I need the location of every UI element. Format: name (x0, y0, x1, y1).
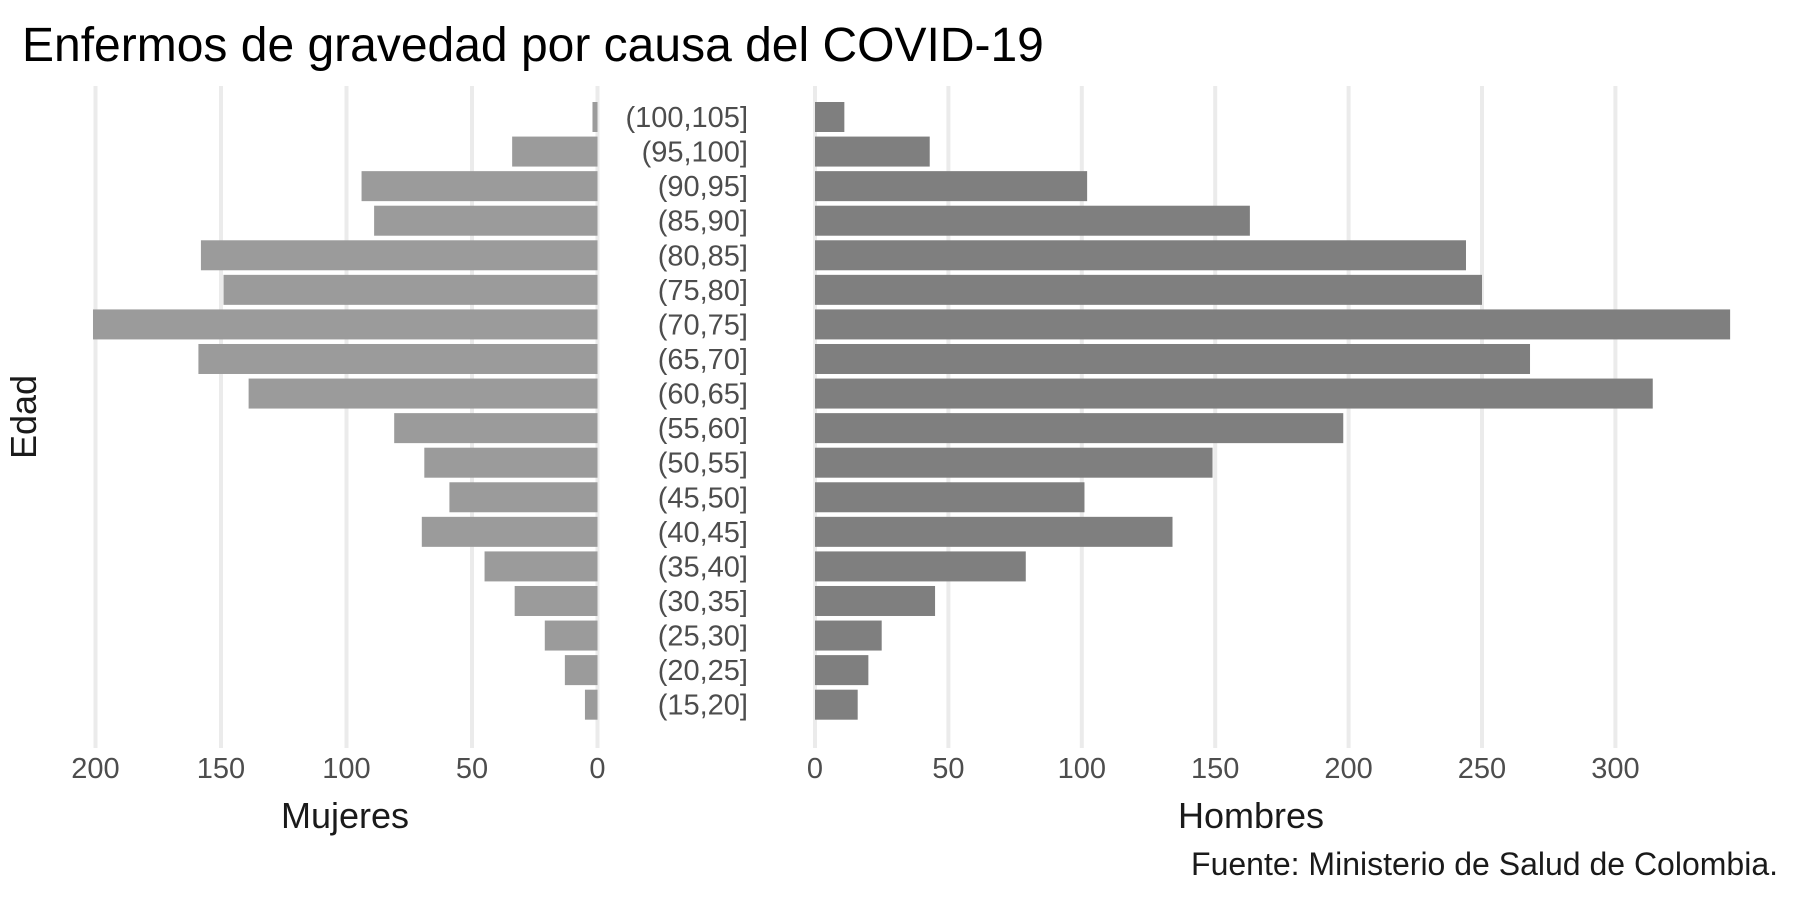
mujeres-bar-16 (564, 655, 598, 686)
age-tick-label: (55,60] (658, 413, 748, 445)
hombres-bar-7 (815, 343, 1531, 374)
mujeres-bar-7 (198, 343, 598, 374)
mujeres-bar-4 (200, 240, 598, 271)
age-tick-label: (25,30] (658, 621, 748, 653)
mujeres-axis-tick-0: 0 (589, 753, 605, 785)
age-tick-label: (50,55] (658, 448, 748, 480)
hombres-bar-8 (815, 378, 1653, 409)
mujeres-bar-5 (223, 274, 598, 305)
hombres-bar-0 (815, 102, 845, 132)
hombres-axis-tick-0: 0 (807, 753, 823, 785)
age-tick-label: (15,20] (658, 690, 748, 722)
mujeres-bar-10 (424, 447, 598, 478)
age-tick-label: (85,90] (658, 206, 748, 238)
mujeres-bar-13 (484, 551, 598, 582)
mujeres-bar-2 (361, 171, 598, 202)
source-caption: Fuente: Ministerio de Salud de Colombia. (1191, 846, 1778, 882)
mujeres-bar-6 (92, 309, 598, 340)
hombres-bar-3 (815, 205, 1250, 236)
mujeres-bar-17 (584, 689, 598, 720)
hombres-bar-15 (815, 620, 882, 651)
hombres-axis-tick-250: 250 (1458, 753, 1506, 785)
hombres-axis-tick-100: 100 (1058, 753, 1106, 785)
hombres-bar-10 (815, 447, 1213, 478)
age-tick-label: (80,85] (658, 240, 748, 272)
age-tick-label: (100,105] (625, 102, 748, 134)
hombres-axis-tick-200: 200 (1324, 753, 1372, 785)
age-tick-label: (60,65] (658, 379, 748, 411)
chart-title: Enfermos de gravedad por causa del COVID… (22, 19, 1044, 72)
age-tick-label: (95,100] (642, 137, 748, 169)
hombres-bar-1 (815, 136, 930, 167)
age-tick-label: (30,35] (658, 586, 748, 618)
mujeres-axis-tick-50: 50 (456, 753, 488, 785)
hombres-bar-5 (815, 274, 1482, 305)
hombres-bar-11 (815, 482, 1085, 513)
hombres-bar-6 (815, 309, 1731, 340)
mujeres-bar-0 (592, 102, 598, 132)
age-tick-label: (40,45] (658, 517, 748, 549)
mujeres-bar-11 (449, 482, 598, 513)
age-tick-label: (20,25] (658, 655, 748, 687)
mujeres-axis-tick-200: 200 (71, 753, 119, 785)
age-tick-label: (90,95] (658, 171, 748, 203)
hombres-bar-14 (815, 585, 936, 616)
age-tick-label: (65,70] (658, 344, 748, 376)
mujeres-bar-14 (514, 585, 598, 616)
age-tick-label: (35,40] (658, 551, 748, 583)
hombres-bar-4 (815, 240, 1466, 271)
mujeres-axis-tick-100: 100 (322, 753, 370, 785)
age-tick-label: (70,75] (658, 309, 748, 341)
mujeres-bar-1 (512, 136, 598, 167)
mujeres-bar-3 (374, 205, 598, 236)
hombres-bar-16 (815, 655, 869, 686)
age-tick-label: (45,50] (658, 482, 748, 514)
mujeres-bar-9 (394, 413, 598, 444)
hombres-bar-13 (815, 551, 1026, 582)
mujeres-bar-12 (421, 516, 598, 547)
age-tick-label: (75,80] (658, 275, 748, 307)
hombres-axis-tick-300: 300 (1591, 753, 1639, 785)
x-axis-title-hombres: Hombres (1177, 795, 1325, 836)
hombres-axis-tick-150: 150 (1191, 753, 1239, 785)
mujeres-bar-15 (544, 620, 598, 651)
hombres-bar-9 (815, 413, 1344, 444)
hombres-bar-12 (815, 516, 1173, 547)
hombres-axis-tick-50: 50 (932, 753, 964, 785)
mujeres-bar-8 (248, 378, 598, 409)
x-axis-title-mujeres: Mujeres (280, 795, 410, 836)
hombres-bar-2 (815, 171, 1088, 202)
mujeres-axis-tick-150: 150 (197, 753, 245, 785)
hombres-bar-17 (815, 689, 858, 720)
